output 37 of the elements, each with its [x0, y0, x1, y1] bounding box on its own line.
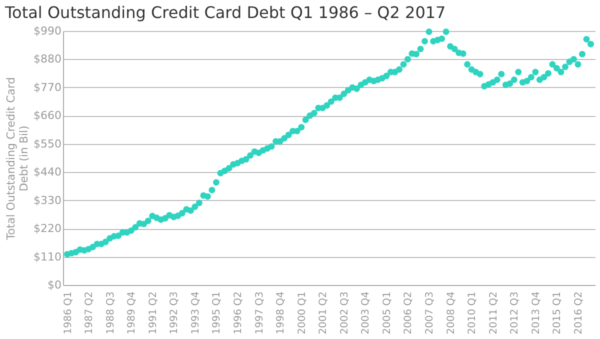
x-tick-label: 1995 Q1 [212, 292, 223, 334]
x-tick-label: 2001 Q2 [318, 292, 330, 334]
x-tick-label: 1997 Q3 [254, 292, 266, 334]
x-tick-label: 2005 Q1 [382, 292, 393, 334]
x-tick-label: 2008 Q4 [446, 292, 457, 334]
x-tick-label: 2016 Q2 [573, 292, 584, 334]
y-tick-label: $550 [34, 137, 62, 150]
y-tick-label: $110 [34, 250, 62, 264]
x-tick-label: 1987 Q2 [84, 292, 96, 334]
x-tick-label: 1993 Q4 [190, 292, 202, 334]
y-tick-label: $220 [34, 222, 62, 236]
y-tick-label: $330 [34, 194, 62, 207]
y-axis-title: Total Outstanding Credit Card Debt (in Bil) [4, 77, 31, 241]
x-tick-label: 2015 Q1 [552, 292, 564, 334]
x-tick-label: 1996 Q2 [232, 292, 244, 334]
x-tick-label: 2010 Q1 [467, 292, 478, 334]
x-tick-label: 1986 Q1 [62, 292, 74, 334]
x-tick-label: 1989 Q4 [126, 292, 138, 334]
x-tick-label: 1998 Q4 [276, 292, 287, 334]
x-tick-label: 2011 Q2 [488, 292, 500, 334]
x-tick-label: 1988 Q3 [105, 292, 116, 334]
y-tick-label: $990 [34, 24, 62, 38]
y-tick-label: $880 [34, 52, 62, 66]
x-tick-label: 2012 Q3 [510, 292, 521, 334]
x-tick-label: 2013 Q4 [530, 292, 542, 334]
y-tick-label: $660 [34, 109, 62, 122]
x-tick-label: 2000 Q1 [296, 292, 308, 334]
x-tick-label: 2003 Q4 [360, 292, 372, 334]
x-tick-label: 1992 Q3 [169, 292, 180, 334]
x-tick-label: 2002 Q3 [339, 292, 350, 334]
chart-title: Total Outstanding Credit Card Debt Q1 1986 – Q2 2017 [4, 3, 446, 22]
y-tick-label: $440 [34, 166, 62, 179]
y-tick-label: $0 [48, 278, 62, 292]
x-tick-label: 1991 Q2 [148, 292, 159, 334]
x-tick-label: 2007 Q3 [424, 292, 436, 334]
y-tick-label: $770 [34, 80, 62, 94]
x-tick-label: 2006 Q2 [403, 292, 414, 334]
